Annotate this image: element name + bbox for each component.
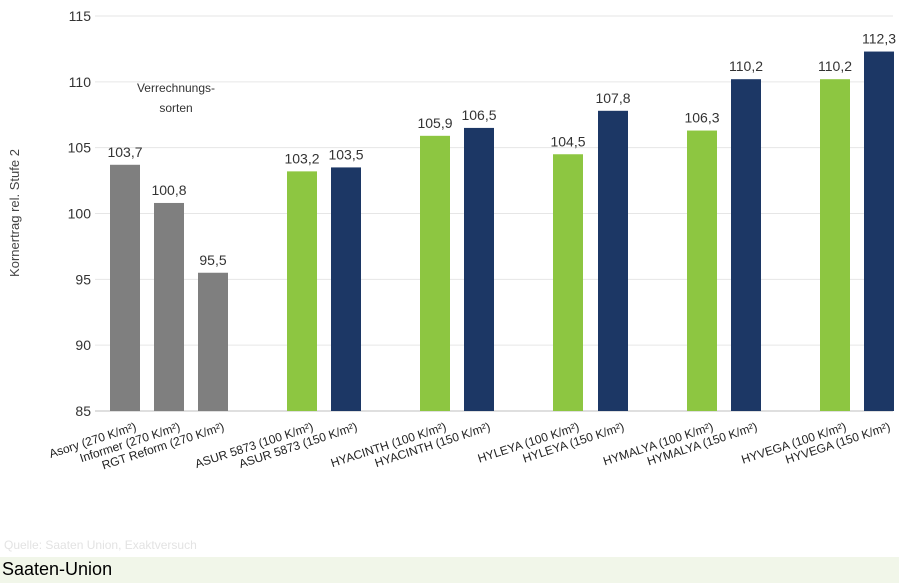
bar (198, 272, 228, 411)
y-tick-label: 90 (75, 337, 91, 353)
y-tick-label: 110 (69, 74, 92, 90)
source-note: Quelle: Saaten Union, Exaktversuch (4, 538, 197, 552)
bar (420, 135, 450, 412)
bar-value-label: 95,5 (199, 252, 226, 268)
yield-bar-chart: 85 90 95 100 105 110 115 Kornertrag rel. Stufe… (7, 8, 896, 473)
y-axis-ticks: 85 90 95 100 105 110 115 (68, 8, 92, 419)
bar (154, 202, 184, 411)
bar (598, 110, 628, 412)
y-axis-label: Kornertrag rel. Stufe 2 (7, 149, 22, 277)
category-labels: Asory (270 K/m²)Informer (270 K/m²)RGT R… (47, 420, 892, 473)
y-tick-label: 100 (68, 206, 92, 222)
bar-value-label: 103,2 (284, 150, 319, 166)
footer-bar: Saaten-Union (0, 557, 899, 583)
bar (864, 51, 894, 412)
annotation-line: Verrechnungs- (137, 81, 215, 95)
bar (464, 127, 494, 412)
y-tick-label: 85 (75, 403, 91, 419)
bar (687, 130, 717, 412)
bar-value-label: 100,8 (151, 182, 186, 198)
value-labels: 103,7 100,8 95,5 103,2 103,5 105,9 106,5 104,5 1… (107, 31, 896, 268)
bar-value-label: 110,2 (729, 58, 763, 74)
bar (110, 164, 140, 411)
bar (331, 167, 361, 411)
bar-value-label: 104,5 (550, 133, 585, 149)
bar-value-label: 110,2 (818, 58, 852, 74)
bar (287, 171, 317, 411)
y-tick-label: 115 (69, 8, 92, 24)
bar-value-label: 106,3 (684, 110, 719, 126)
bar-value-label: 105,9 (417, 115, 452, 131)
bar-value-label: 103,5 (328, 146, 363, 162)
y-tick-label: 95 (75, 271, 91, 287)
annotation-line: sorten (159, 101, 192, 115)
bars (110, 51, 894, 412)
bar-value-label: 103,7 (107, 144, 142, 160)
reference-varieties-annotation: Verrechnungs-sorten (137, 81, 215, 115)
bar-value-label: 112,3 (862, 31, 896, 47)
bar-value-label: 107,8 (595, 90, 630, 106)
bar (820, 79, 850, 411)
bar (731, 79, 761, 411)
bar (553, 154, 583, 411)
y-tick-label: 105 (68, 140, 92, 156)
footer-text: Saaten-Union (2, 559, 113, 579)
bar-value-label: 106,5 (461, 107, 496, 123)
